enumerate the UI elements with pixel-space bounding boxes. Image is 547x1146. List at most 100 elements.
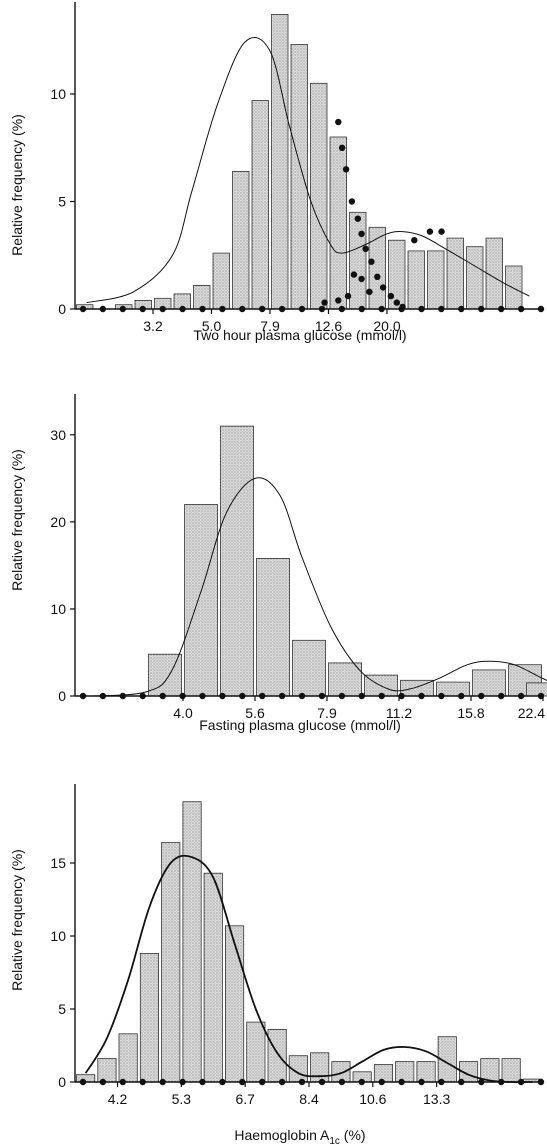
x-tick-label: 11.2 [386, 705, 412, 721]
chart-panel-1: 0 5 10 3.2 5.0 7.9 12.6 20.0 Two hour plasma gl… [9, 2, 545, 343]
bar [212, 252, 230, 310]
x-tick-label: 7.9 [317, 705, 337, 721]
bar [251, 100, 269, 310]
fit-dot [366, 288, 373, 295]
axes-panel-2: 0 10 20 30 4.0 5.6 7.9 11.2 15.8 22.4 [50, 394, 545, 721]
fit-dot [379, 284, 387, 291]
bar [349, 211, 367, 310]
fit-dot [438, 228, 445, 235]
fit-dot [354, 215, 361, 222]
bar [203, 872, 223, 1083]
bar [271, 13, 289, 310]
bar [184, 504, 218, 697]
bar [446, 237, 464, 310]
y-tick-label: 15 [50, 855, 66, 871]
fit-curve [84, 854, 533, 1083]
x-tick-label: 5.3 [172, 1091, 192, 1107]
bar [139, 953, 160, 1083]
bar [472, 669, 506, 697]
bar [526, 682, 547, 697]
fit-curve-panel-1 [86, 36, 530, 304]
bars-panel-3 [76, 801, 542, 1083]
axes-panel-3: 0 5 10 15 4.2 5.3 6.7 8.4 10.6 13.3 [50, 784, 543, 1107]
y-axis-title: Relative frequency (%) [9, 849, 25, 991]
bar [328, 662, 362, 697]
x-axis-title: Fasting plasma glucose (mmol/l) [199, 717, 401, 733]
bar [310, 82, 328, 310]
fit-dot [374, 273, 381, 280]
fit-dot [335, 297, 342, 304]
x-tick-label: 12.6 [315, 318, 342, 334]
y-tick-label: 0 [58, 1074, 66, 1090]
y-tick-label: 0 [58, 688, 66, 704]
fit-dot [411, 237, 418, 244]
x-tick-label: 15.8 [457, 705, 484, 721]
y-tick-label: 30 [50, 427, 66, 443]
bars-panel-2 [148, 425, 547, 697]
x-tick-label: 4.0 [173, 705, 193, 721]
y-axis-title: Relative frequency (%) [9, 114, 25, 256]
chart-panel-3: 0 5 10 15 4.2 5.3 6.7 8.4 10.6 13.3 Haemoglobin A… [9, 784, 545, 1146]
y-axis-title: Relative frequency (%) [9, 449, 25, 591]
fit-dot [344, 292, 352, 300]
bar [256, 558, 290, 697]
x-tick-label: 3.2 [143, 318, 163, 334]
bar [182, 801, 202, 1083]
bars-panel-1 [76, 13, 523, 310]
fit-curve [92, 477, 547, 697]
bar [416, 1061, 436, 1083]
bar [97, 1058, 117, 1083]
bar [232, 170, 250, 310]
fit-dot [387, 292, 395, 300]
fit-curve [86, 36, 530, 304]
x-tick-label: 20.0 [373, 318, 400, 334]
bar [501, 1058, 521, 1083]
bar [193, 284, 211, 310]
x-tick-label: 5.0 [202, 318, 222, 334]
x-tick-label: 4.2 [108, 1091, 128, 1107]
x-axis-title: Haemoglobin A1c (%) [234, 1127, 365, 1146]
x-tick-label: 13.3 [423, 1091, 450, 1107]
y-tick-label: 10 [50, 86, 66, 102]
y-tick-label: 10 [50, 601, 66, 617]
fit-curve-panel-2 [92, 477, 547, 697]
y-tick-label: 10 [50, 928, 66, 944]
x-tick-label: 22.4 [518, 705, 545, 721]
fit-dot [426, 228, 434, 235]
fit-dot [358, 230, 365, 237]
bar [292, 639, 326, 697]
fit-dot [338, 144, 346, 151]
chart-panel-2: 0 10 20 30 4.0 5.6 7.9 11.2 15.8 22.4 Fasting pla… [9, 394, 547, 733]
x-tick-label: 7.9 [260, 318, 280, 334]
fit-curve-panel-3 [84, 854, 533, 1083]
bar [485, 237, 503, 310]
bar [505, 265, 523, 310]
bar [427, 250, 445, 310]
bar [331, 1061, 351, 1083]
x-tick-label: 8.4 [299, 1091, 319, 1107]
fit-dot [393, 299, 400, 306]
x-tick-label: 5.6 [245, 705, 265, 721]
fit-dot [321, 299, 328, 306]
fit-dot [348, 198, 356, 205]
bar [161, 842, 181, 1083]
fit-dot [335, 118, 342, 126]
fit-dot [358, 275, 365, 283]
bar [329, 136, 347, 310]
bar [290, 44, 308, 310]
y-tick-label: 5 [58, 1001, 66, 1017]
bar [466, 246, 484, 310]
bar [310, 1052, 330, 1083]
fit-dot [342, 166, 350, 173]
x-tick-label: 10.6 [359, 1091, 386, 1107]
fit-dot [368, 258, 375, 265]
bar [224, 925, 245, 1083]
bar [407, 250, 425, 310]
x-axis-title: Two hour plasma glucose (mmol/l) [193, 327, 406, 343]
bar [220, 425, 254, 697]
y-tick-label: 0 [58, 301, 66, 317]
y-tick-label: 20 [50, 514, 66, 530]
y-tick-label: 5 [58, 194, 66, 210]
fit-dot [362, 245, 369, 252]
axes-panel-1: 0 5 10 3.2 5.0 7.9 12.6 20.0 [50, 2, 543, 334]
